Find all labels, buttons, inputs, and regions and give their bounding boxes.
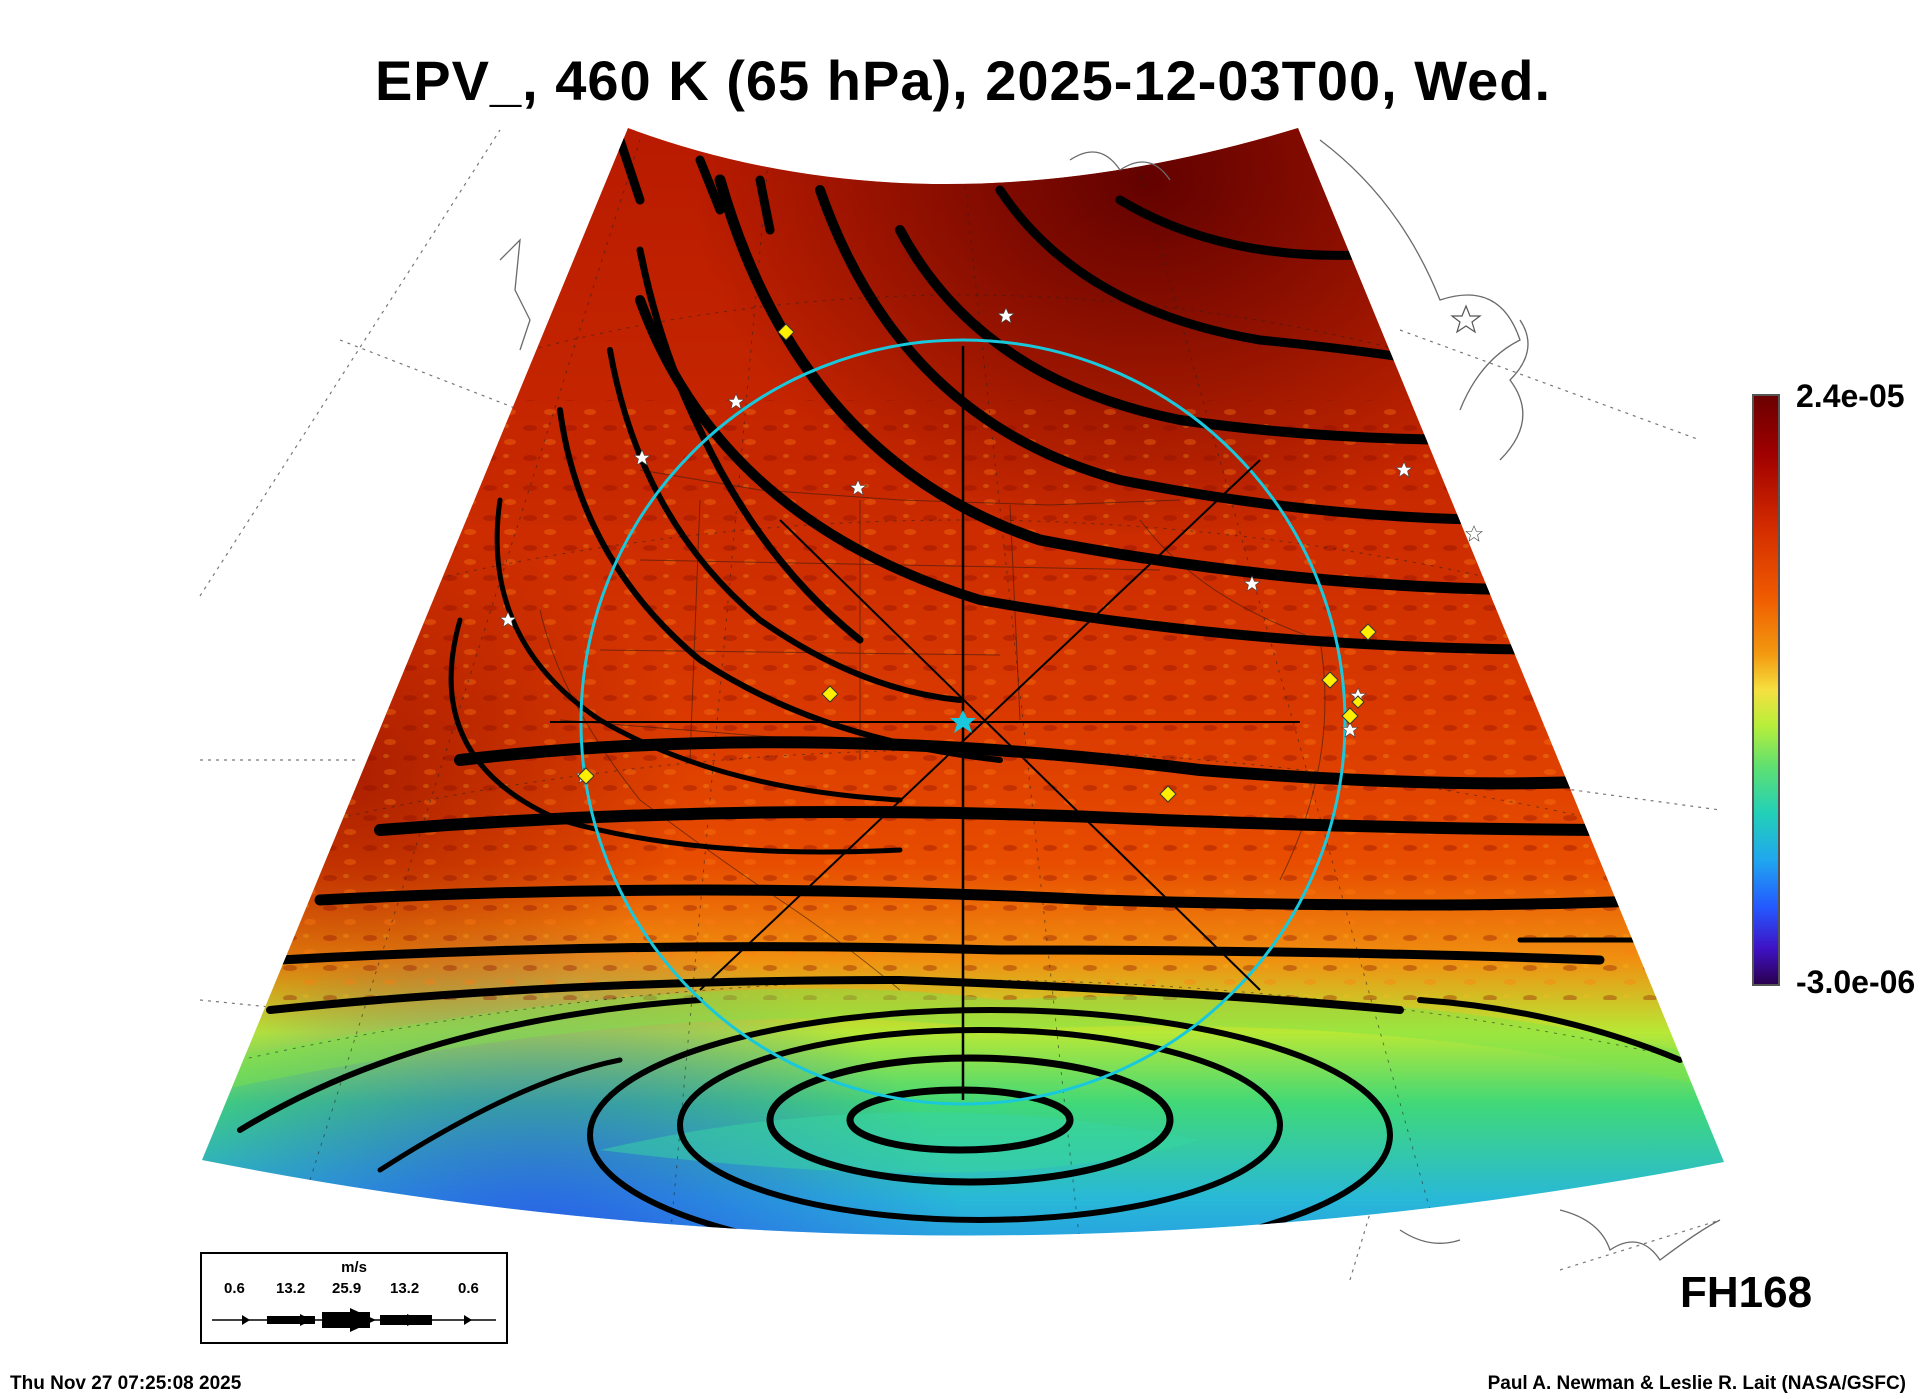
outline-star-icon bbox=[1450, 304, 1482, 334]
legend-arrows bbox=[212, 1308, 496, 1332]
wind-streamlines bbox=[237, 135, 1703, 1236]
generated-timestamp: Thu Nov 27 07:25:08 2025 bbox=[10, 1373, 242, 1394]
polar-vortex-circle bbox=[550, 338, 1347, 1106]
legend-unit: m/s bbox=[341, 1259, 367, 1276]
colorbar-max-label: 2.4e-05 bbox=[1796, 378, 1905, 414]
station-stars bbox=[499, 307, 1483, 784]
colorbar bbox=[1752, 394, 1780, 986]
colorbar-min-label: -3.0e-06 bbox=[1796, 964, 1916, 1000]
station-diamonds bbox=[577, 323, 1377, 803]
legend-value: 0.6 bbox=[458, 1280, 479, 1297]
credit-text: Paul A. Newman & Leslie R. Lait (NASA/GS… bbox=[1487, 1373, 1906, 1394]
forecast-hour: FH168 bbox=[1680, 1268, 1813, 1317]
coastlines bbox=[499, 139, 1721, 1261]
wind-speed-legend: m/s 0.6 13.2 25.9 13.2 0.6 bbox=[200, 1252, 508, 1344]
legend-value: 0.6 bbox=[224, 1280, 245, 1297]
legend-value: 13.2 bbox=[390, 1280, 420, 1297]
legend-value: 25.9 bbox=[332, 1280, 362, 1297]
legend-value: 13.2 bbox=[276, 1280, 306, 1297]
map-title: EPV_, 460 K (65 hPa), 2025-12-03T00, Wed… bbox=[374, 49, 1552, 112]
